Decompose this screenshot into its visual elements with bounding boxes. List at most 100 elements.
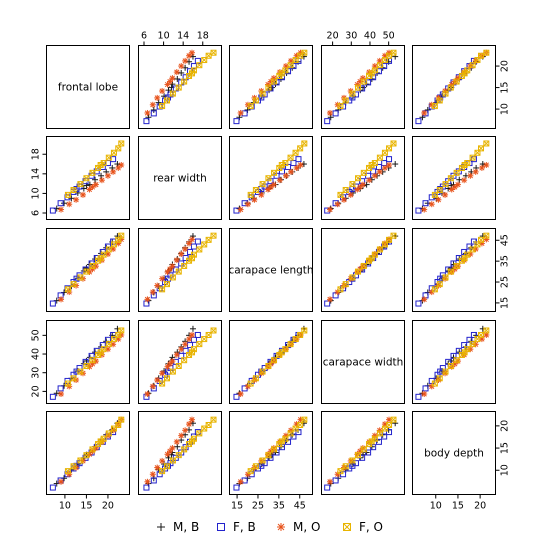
data-point bbox=[292, 149, 299, 156]
data-point bbox=[143, 118, 150, 125]
data-point bbox=[470, 331, 477, 338]
data-point bbox=[271, 357, 278, 364]
data-point bbox=[324, 118, 331, 125]
tick-label: 10 bbox=[158, 31, 170, 42]
tick-label: 15 bbox=[80, 501, 92, 512]
right-axis-4: 10 15 20 bbox=[495, 420, 511, 476]
data-point bbox=[70, 371, 77, 378]
data-point bbox=[478, 236, 485, 243]
data-point bbox=[149, 471, 156, 478]
panel-r0-c2 bbox=[229, 45, 313, 129]
data-point bbox=[173, 69, 180, 76]
panel-r3-c4 bbox=[412, 320, 496, 404]
legend-marker bbox=[217, 523, 225, 531]
data-point bbox=[265, 362, 272, 369]
data-point bbox=[337, 103, 344, 110]
data-point bbox=[114, 161, 121, 168]
panel-r3-c0 bbox=[46, 320, 130, 404]
tick-label: 30 bbox=[345, 31, 357, 42]
panel-r3-c3: carapace width bbox=[321, 320, 405, 404]
data-point bbox=[164, 375, 171, 382]
data-point bbox=[58, 296, 65, 303]
data-point bbox=[178, 432, 185, 439]
data-point bbox=[164, 463, 171, 470]
tick-label: 50 bbox=[31, 329, 42, 341]
data-point bbox=[166, 360, 173, 367]
data-point bbox=[49, 484, 56, 491]
data-point bbox=[105, 341, 112, 348]
data-point bbox=[453, 169, 460, 176]
data-point bbox=[474, 149, 481, 156]
data-point bbox=[483, 49, 490, 56]
data-point bbox=[355, 84, 362, 91]
data-point bbox=[79, 191, 86, 198]
data-point bbox=[259, 457, 266, 464]
data-point bbox=[390, 140, 397, 147]
data-point bbox=[181, 78, 188, 85]
data-point bbox=[150, 110, 157, 117]
data-point bbox=[421, 206, 428, 213]
data-point bbox=[431, 191, 438, 198]
data-point bbox=[478, 52, 485, 59]
data-point bbox=[381, 433, 388, 440]
data-point bbox=[301, 49, 308, 56]
data-point bbox=[265, 452, 272, 459]
data-point bbox=[455, 347, 462, 354]
tick-label: 15 bbox=[500, 442, 511, 454]
data-point bbox=[375, 68, 382, 75]
data-point bbox=[252, 186, 259, 193]
data-point bbox=[326, 109, 333, 116]
data-point bbox=[194, 238, 201, 245]
data-point bbox=[450, 352, 457, 359]
data-point bbox=[342, 463, 349, 470]
data-point bbox=[110, 168, 117, 175]
data-point bbox=[115, 145, 122, 152]
data-point bbox=[73, 196, 80, 203]
data-point bbox=[297, 421, 304, 428]
tick-label: 10 bbox=[31, 187, 42, 199]
data-point bbox=[105, 154, 112, 161]
data-point bbox=[118, 232, 125, 239]
data-point bbox=[421, 391, 428, 398]
panel-r0-c3 bbox=[321, 45, 405, 129]
tick-label: 45 bbox=[500, 234, 511, 246]
data-point bbox=[271, 169, 278, 176]
data-point bbox=[188, 416, 195, 423]
data-point bbox=[53, 390, 60, 397]
data-point bbox=[431, 380, 438, 387]
data-point bbox=[370, 444, 377, 451]
data-point bbox=[442, 368, 449, 375]
data-point bbox=[154, 464, 161, 471]
data-point bbox=[53, 205, 60, 212]
tick-label: 15 bbox=[500, 297, 511, 309]
data-point bbox=[97, 162, 104, 169]
data-point bbox=[92, 176, 99, 183]
data-point bbox=[188, 331, 195, 338]
panel-r2-c0 bbox=[46, 228, 130, 312]
data-point bbox=[92, 358, 99, 365]
data-point bbox=[154, 376, 161, 383]
data-point bbox=[355, 268, 362, 275]
data-point bbox=[292, 336, 299, 343]
data-point bbox=[381, 149, 388, 156]
legend: M, B F, B M, O F, O bbox=[157, 520, 383, 534]
data-point bbox=[436, 97, 443, 104]
data-point bbox=[461, 177, 468, 184]
tick-label: 10 bbox=[430, 501, 442, 512]
panel-frame bbox=[321, 320, 405, 404]
data-point bbox=[258, 191, 265, 198]
variable-label: rear width bbox=[153, 173, 207, 185]
data-point bbox=[326, 296, 333, 303]
bottom-axis-4: 10 15 20 bbox=[430, 494, 486, 512]
data-point bbox=[83, 175, 90, 182]
tick-label: 20 bbox=[102, 501, 114, 512]
data-point bbox=[175, 268, 182, 275]
data-point bbox=[201, 241, 208, 248]
data-point bbox=[205, 421, 212, 428]
panel-grid: frontal lobe rear width carapace length car… bbox=[46, 45, 496, 495]
data-point bbox=[159, 88, 166, 95]
data-point bbox=[58, 206, 65, 213]
data-point bbox=[461, 342, 468, 349]
data-point bbox=[376, 430, 383, 437]
data-point bbox=[92, 181, 99, 188]
